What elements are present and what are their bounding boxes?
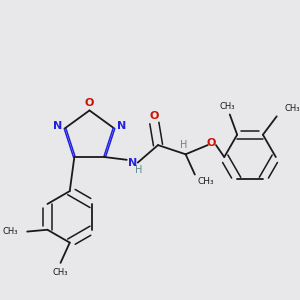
Text: N: N bbox=[117, 122, 126, 131]
Text: CH₃: CH₃ bbox=[284, 104, 300, 113]
Text: H: H bbox=[180, 140, 188, 150]
Text: O: O bbox=[150, 111, 159, 121]
Text: CH₃: CH₃ bbox=[53, 268, 68, 277]
Text: H: H bbox=[135, 165, 142, 175]
Text: N: N bbox=[53, 122, 62, 131]
Text: CH₃: CH₃ bbox=[219, 102, 235, 111]
Text: N: N bbox=[128, 158, 137, 169]
Text: O: O bbox=[85, 98, 94, 108]
Text: CH₃: CH₃ bbox=[2, 227, 18, 236]
Text: CH₃: CH₃ bbox=[198, 177, 214, 186]
Text: O: O bbox=[207, 138, 216, 148]
